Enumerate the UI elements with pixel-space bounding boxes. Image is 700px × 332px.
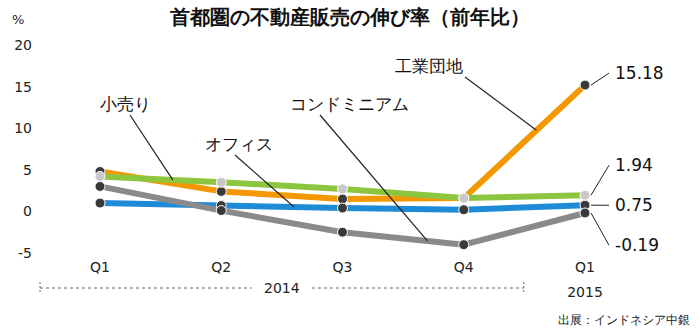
data-label-leader — [591, 213, 609, 245]
y-tick-label: 20 — [14, 37, 32, 53]
callout-leader — [465, 77, 537, 130]
y-tick-label: 0 — [23, 203, 32, 219]
year-label: 2014 — [264, 280, 300, 296]
bracket-line — [312, 288, 524, 289]
plot-area — [95, 80, 590, 250]
bracket-line — [40, 288, 252, 289]
series-marker — [459, 193, 469, 203]
series-marker — [338, 203, 348, 213]
y-axis-label: % — [12, 12, 24, 27]
series-marker — [216, 177, 226, 187]
data-label-leader — [591, 165, 609, 195]
y-tick-label: 15 — [14, 79, 32, 95]
x-tick-label: Q1 — [90, 259, 110, 275]
y-tick-label: 5 — [23, 162, 32, 178]
y-tick-label: 10 — [14, 120, 32, 136]
series-marker — [95, 198, 105, 208]
series-callout-label: 小売り — [100, 94, 151, 114]
series-callout-label: 工業団地 — [395, 56, 463, 76]
series-marker — [580, 80, 590, 90]
x-tick-label: Q2 — [211, 259, 231, 275]
x-tick-label: Q4 — [454, 259, 474, 275]
series-callout-label: オフィス — [205, 134, 273, 154]
series-marker — [580, 208, 590, 218]
data-label-leader — [591, 73, 609, 85]
source: 出展：インドネシア中銀 — [558, 313, 690, 327]
series-marker — [459, 193, 469, 203]
series-marker — [216, 186, 226, 196]
x-tick-label: Q3 — [333, 259, 353, 275]
series-marker — [95, 171, 105, 181]
series-marker — [459, 205, 469, 215]
bracket-end — [523, 282, 524, 294]
data-label: 1.94 — [615, 155, 653, 175]
title: 首都圏の不動産販売の伸び率（前年比） — [169, 5, 530, 29]
series-marker — [338, 227, 348, 237]
chart: 首都圏の不動産販売の伸び率（前年比）% -5 0 5 10 15 20 Q1 Q2 Q3 Q4 Q1 2… — [0, 0, 700, 332]
year-label: 2015 — [567, 284, 603, 300]
series-line — [100, 186, 585, 244]
data-label: 15.18 — [615, 63, 664, 83]
data-label-leader — [591, 205, 609, 206]
series-marker — [580, 190, 590, 200]
callout-leader — [235, 155, 294, 207]
series-marker — [459, 240, 469, 250]
series-marker — [216, 206, 226, 216]
series-marker — [95, 181, 105, 191]
series-marker — [338, 184, 348, 194]
y-tick-label: -5 — [18, 245, 32, 261]
series-callout-label: コンドミニアム — [290, 94, 409, 114]
series-marker — [338, 194, 348, 204]
bracket-end — [40, 282, 41, 294]
x-tick-label: Q1 — [575, 259, 595, 275]
callout-leader — [320, 115, 427, 241]
data-label: -0.19 — [615, 235, 659, 255]
data-label: 0.75 — [615, 195, 653, 215]
callout-leader — [130, 115, 173, 180]
